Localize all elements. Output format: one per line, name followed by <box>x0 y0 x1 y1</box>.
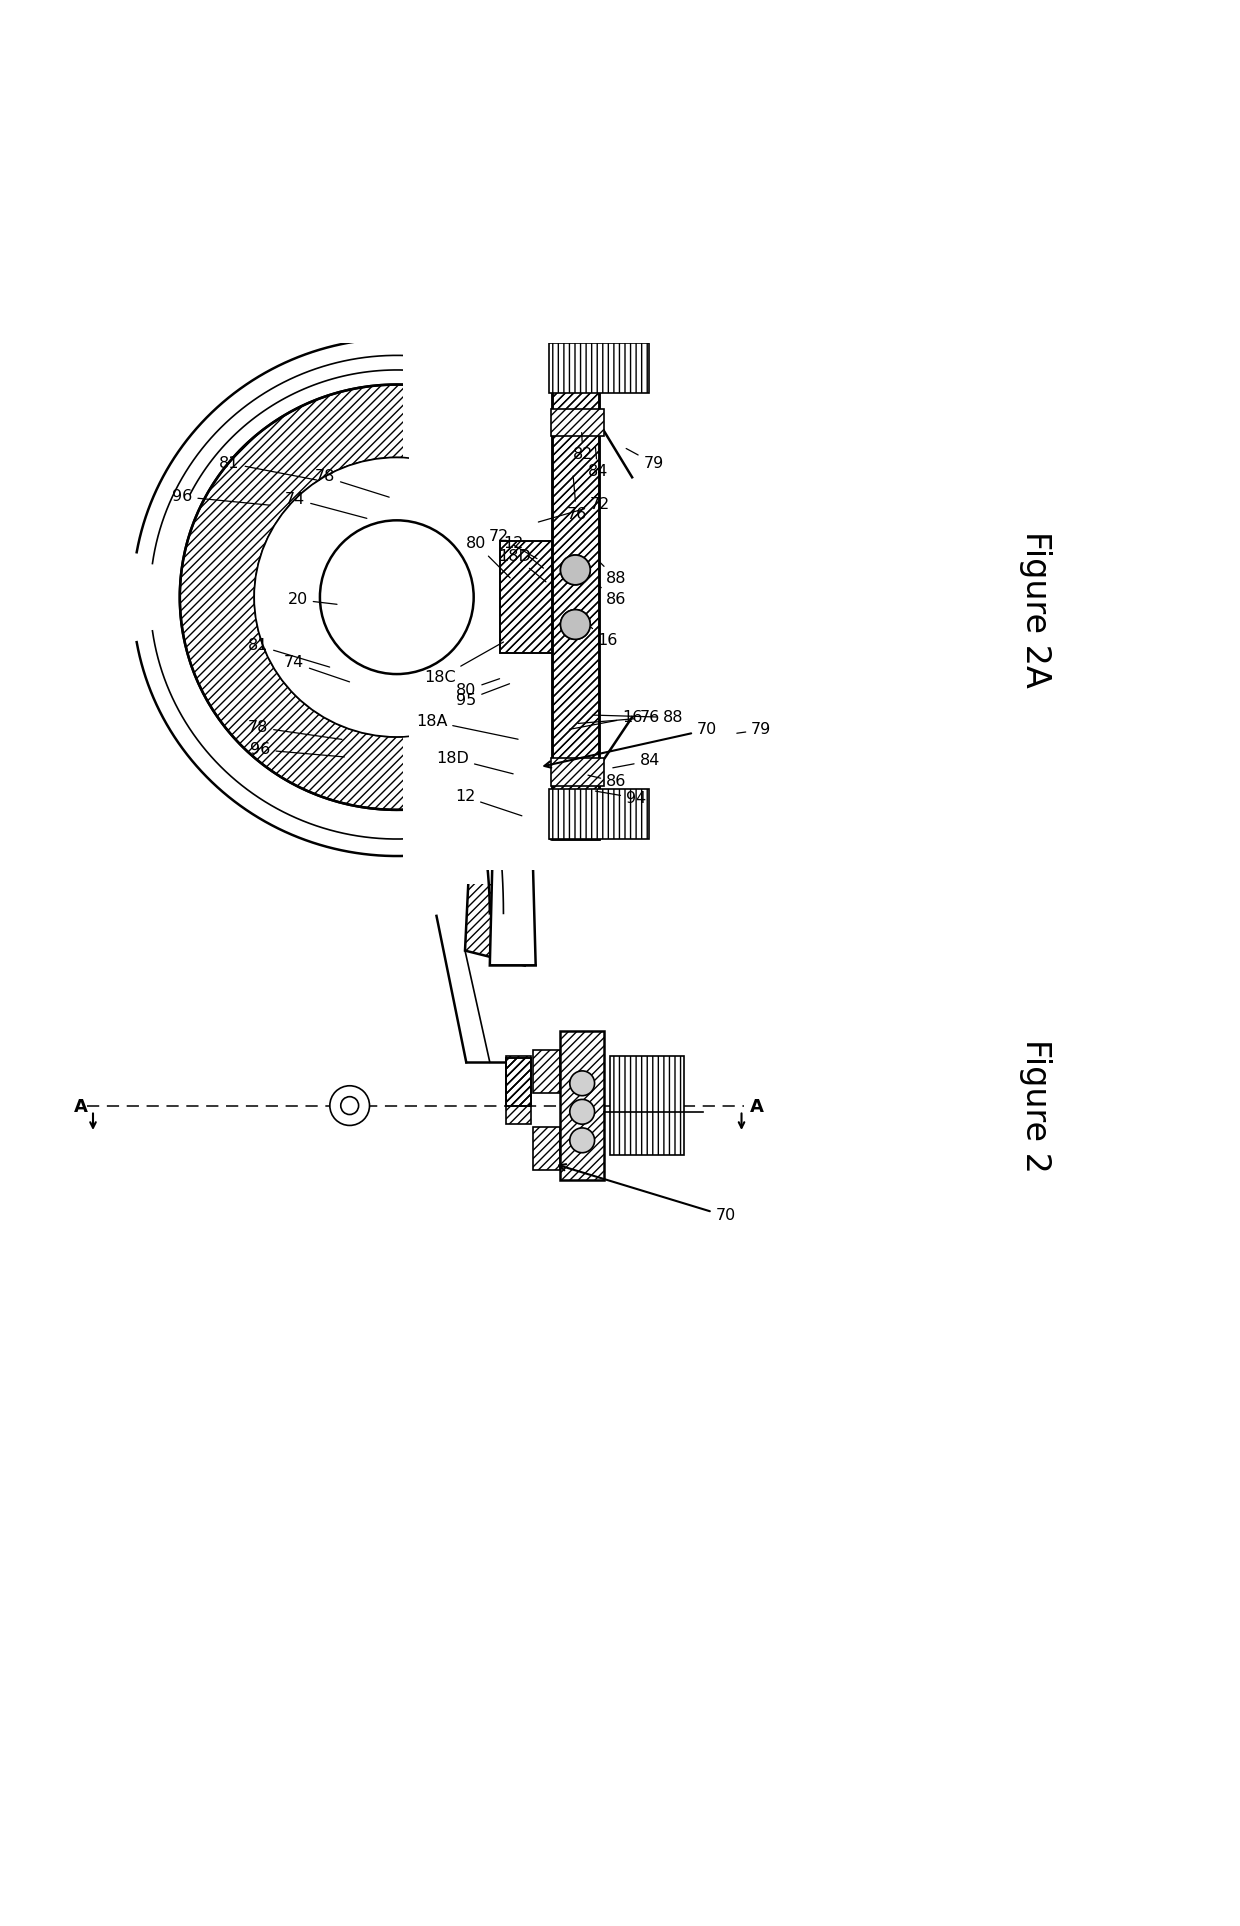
Bar <box>610 1055 684 1156</box>
Bar <box>533 1127 560 1171</box>
Bar <box>551 759 604 786</box>
Bar <box>560 1030 604 1181</box>
Bar <box>506 1059 531 1106</box>
Bar <box>552 356 599 840</box>
Circle shape <box>570 1071 595 1096</box>
Bar <box>551 408 604 435</box>
Bar <box>560 1030 604 1181</box>
Text: 81: 81 <box>248 638 330 666</box>
Circle shape <box>570 1129 595 1154</box>
Text: 95: 95 <box>456 684 510 707</box>
Bar <box>533 1050 560 1094</box>
Text: 96: 96 <box>250 742 345 757</box>
Bar <box>409 324 682 871</box>
Bar <box>552 356 599 840</box>
Text: 16: 16 <box>591 628 618 649</box>
Circle shape <box>560 555 590 586</box>
Ellipse shape <box>180 385 614 809</box>
Text: 18D: 18D <box>436 751 513 774</box>
Text: 82: 82 <box>573 433 593 462</box>
Text: A: A <box>73 1098 88 1115</box>
Text: 79: 79 <box>626 449 663 470</box>
Circle shape <box>330 1086 370 1125</box>
Text: 88: 88 <box>600 562 626 586</box>
Text: 20: 20 <box>288 591 337 607</box>
Bar <box>533 1050 560 1094</box>
Polygon shape <box>490 420 536 965</box>
Text: 18D: 18D <box>498 549 546 582</box>
Text: 86: 86 <box>600 587 626 607</box>
Bar <box>610 1055 684 1156</box>
Circle shape <box>341 1096 358 1115</box>
Ellipse shape <box>320 520 474 674</box>
Text: 18C: 18C <box>424 641 503 686</box>
Ellipse shape <box>320 520 474 674</box>
Text: 16: 16 <box>569 711 642 730</box>
Bar <box>551 408 604 435</box>
Text: Figure 2: Figure 2 <box>1019 1038 1052 1173</box>
Text: A: A <box>749 1098 764 1115</box>
Text: 78: 78 <box>315 470 389 497</box>
Text: 88: 88 <box>593 711 683 724</box>
Text: 80: 80 <box>466 535 510 578</box>
Text: Figure 2A: Figure 2A <box>1019 532 1052 688</box>
Bar <box>500 541 552 653</box>
Text: 96: 96 <box>172 489 270 505</box>
Bar <box>391 310 701 884</box>
Bar <box>549 343 649 393</box>
Bar <box>391 370 651 824</box>
Bar <box>549 790 649 840</box>
Text: 94: 94 <box>595 790 646 805</box>
Text: 70: 70 <box>544 722 717 768</box>
Text: 74: 74 <box>285 491 367 518</box>
Circle shape <box>570 1100 595 1125</box>
Ellipse shape <box>320 522 474 672</box>
Bar <box>533 1127 560 1171</box>
Bar <box>403 324 626 871</box>
Bar <box>500 541 552 653</box>
Text: 74: 74 <box>284 655 350 682</box>
Ellipse shape <box>254 458 539 738</box>
Bar <box>500 541 552 653</box>
Bar <box>551 759 604 786</box>
Text: 12: 12 <box>455 790 522 817</box>
Text: 78: 78 <box>248 720 342 740</box>
Bar <box>500 541 552 653</box>
Ellipse shape <box>149 354 645 840</box>
Circle shape <box>560 611 590 639</box>
Text: 86: 86 <box>588 774 626 790</box>
Ellipse shape <box>254 458 539 738</box>
Bar <box>549 790 649 840</box>
Text: 84: 84 <box>588 447 608 480</box>
Text: 72: 72 <box>489 530 537 559</box>
Text: 18A: 18A <box>415 715 518 740</box>
Circle shape <box>560 555 590 586</box>
Bar <box>506 1055 531 1125</box>
Bar <box>506 1059 531 1106</box>
Text: 79: 79 <box>737 722 771 738</box>
Bar <box>549 343 649 393</box>
Text: 12: 12 <box>503 535 543 568</box>
Text: 76: 76 <box>567 476 587 522</box>
Text: 81: 81 <box>219 456 317 480</box>
Bar <box>506 1059 531 1106</box>
Ellipse shape <box>180 385 614 809</box>
Bar <box>506 1055 531 1125</box>
Bar <box>552 356 599 840</box>
Text: 76: 76 <box>578 711 660 724</box>
Text: 72: 72 <box>538 497 610 522</box>
Text: 80: 80 <box>456 678 500 697</box>
Text: 84: 84 <box>613 753 660 768</box>
Text: 70: 70 <box>559 1163 735 1223</box>
Circle shape <box>560 611 590 639</box>
